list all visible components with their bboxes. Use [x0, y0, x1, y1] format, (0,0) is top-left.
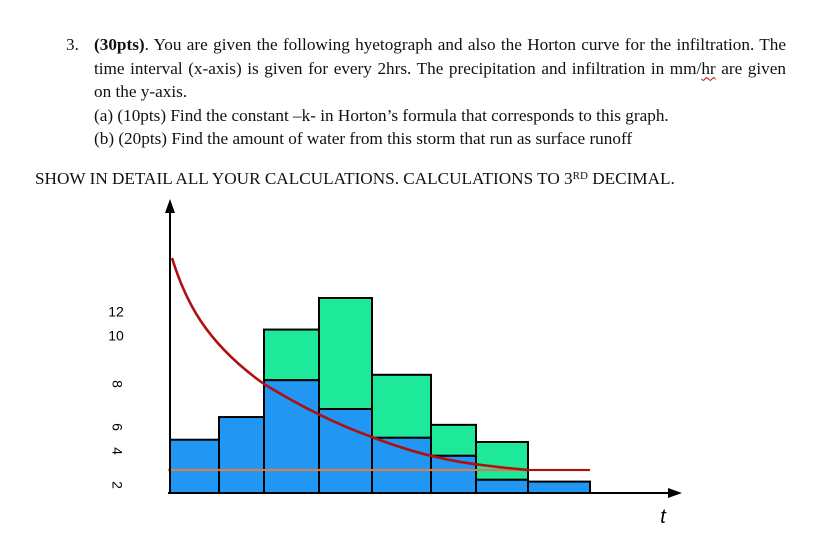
runoff-bar-segment	[318, 297, 373, 410]
question-intro-text: . You are given the following hyetograph…	[94, 35, 786, 78]
runoff-bar-segment	[475, 441, 529, 481]
infiltration-bar-segment	[263, 379, 320, 495]
y-tick-label: 4	[109, 447, 125, 455]
question-number: 3.	[66, 35, 79, 54]
y-tick-label: 2	[109, 481, 125, 489]
horton-curve	[170, 257, 529, 472]
y-tick-label: 12	[108, 304, 124, 320]
runoff-bar-segment	[263, 328, 320, 382]
part-b: (b) (20pts) Find the amount of water fro…	[94, 129, 633, 148]
instruction-line: SHOW IN DETAIL ALL YOUR CALCULATIONS. CA…	[35, 165, 815, 190]
infiltration-bar-segment	[475, 478, 529, 494]
y-axis-arrow-icon	[165, 199, 175, 213]
question-points: (30pts)	[94, 35, 145, 54]
part-a: (a) (10pts) Find the constant –k- in Hor…	[94, 105, 669, 125]
runoff-bar-segment	[430, 423, 477, 457]
y-tick-label: 10	[108, 328, 124, 344]
infiltration-bar-segment	[318, 408, 373, 494]
question-intro-tail: are given on the y-axis.	[94, 58, 786, 102]
hr-word: hr	[701, 58, 716, 78]
instruction-end: DECIMAL.	[587, 169, 675, 188]
problem-statement: 3. (30pts). You are given the following …	[66, 33, 786, 151]
x-axis-arrow-icon	[668, 488, 682, 498]
infiltration-bar-segment	[527, 480, 591, 495]
y-tick-label: 8	[109, 380, 125, 388]
hyetograph-bars	[169, 297, 591, 495]
x-axis-label: t	[660, 506, 667, 528]
question-intro: (30pts). You are given the following hye…	[94, 33, 786, 104]
y-tick-labels: 12 10 8 6 4 2	[108, 304, 125, 489]
instruction-main: SHOW IN DETAIL ALL YOUR CALCULATIONS. CA…	[35, 169, 573, 188]
instruction-superscript: RD	[572, 170, 588, 182]
runoff-bar-segment	[371, 373, 432, 439]
infiltration-bar-segment	[169, 438, 220, 494]
infiltration-bar-segment	[371, 436, 432, 494]
infiltration-bar-segment	[218, 416, 265, 495]
y-tick-label: 6	[109, 423, 125, 431]
